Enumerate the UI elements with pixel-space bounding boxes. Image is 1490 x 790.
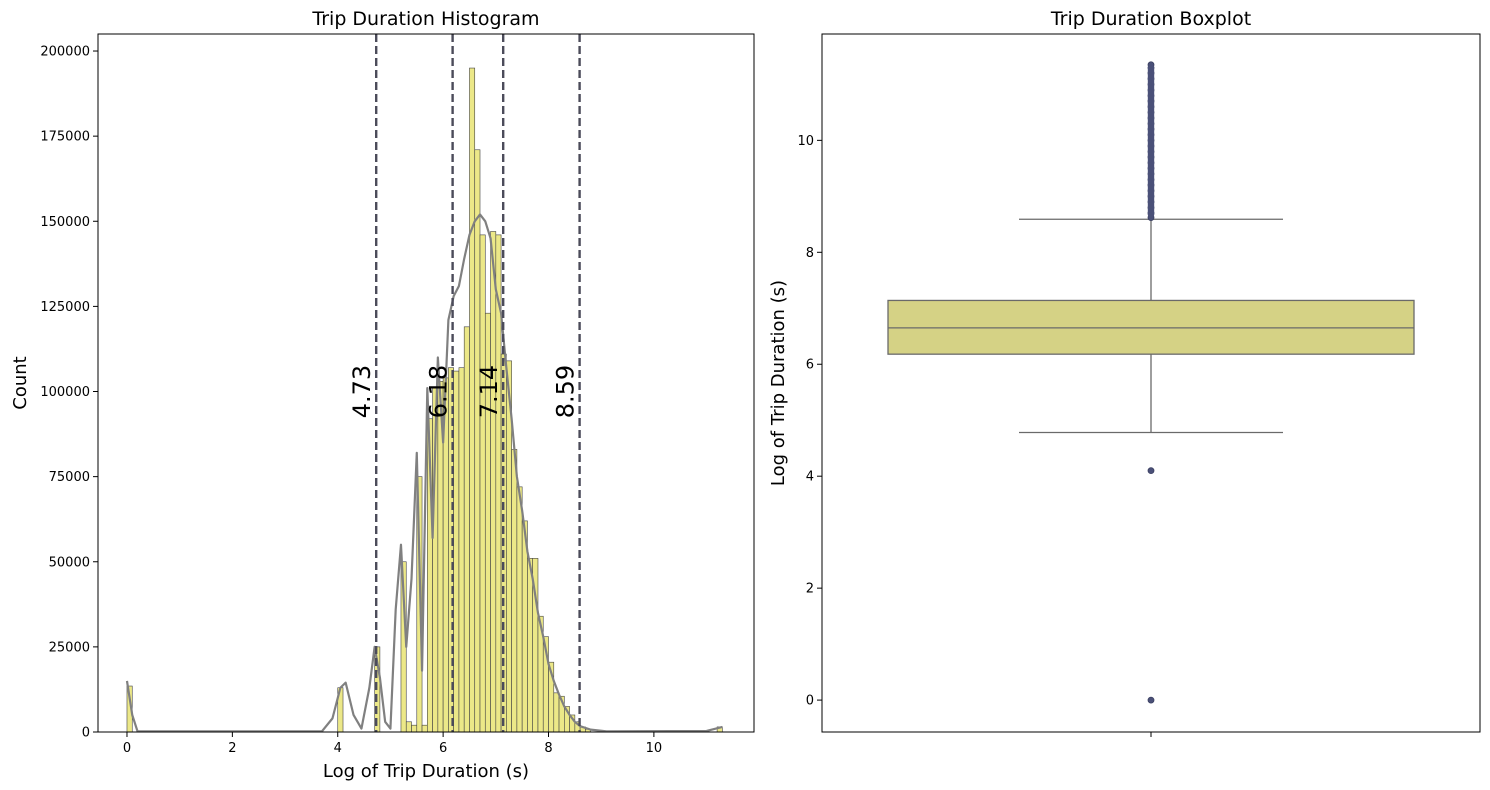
x-tick-label: 6 <box>439 741 447 756</box>
boxplot-y-label: Log of Trip Duration (s) <box>768 280 789 486</box>
y-tick-label: 10 <box>797 134 814 149</box>
histogram-frame <box>97 33 755 733</box>
histogram-bar <box>474 149 481 733</box>
y-tick-label: 175000 <box>40 130 90 145</box>
histogram-title: Trip Duration Histogram <box>311 8 539 30</box>
histogram-bar <box>490 231 497 733</box>
histogram-bar <box>511 449 518 733</box>
x-tick-label: 10 <box>646 741 663 756</box>
quantile-label: 6.18 <box>425 365 453 418</box>
histogram-bar <box>527 558 533 733</box>
y-tick-label: 75000 <box>49 470 90 485</box>
histogram-bar <box>516 486 523 733</box>
y-tick-label: 2 <box>806 582 814 597</box>
boxplot-panel: Trip Duration Boxplot 0 2 4 6 8 10 Log of Tri… <box>768 8 1481 737</box>
kde-curve <box>125 213 723 733</box>
boxplot-plot-area <box>887 61 1415 704</box>
histogram-panel: Trip Duration Histogram 4.73 6.18 7.14 8.59… <box>10 8 755 782</box>
histogram-bar <box>405 721 412 733</box>
boxplot-y-axis: 0 2 4 6 8 10 <box>797 134 822 709</box>
histogram-bar <box>421 724 428 733</box>
histogram-bar <box>411 724 418 733</box>
histogram-x-label: Log of Trip Duration (s) <box>323 761 529 782</box>
quantile-label: 8.59 <box>552 365 580 418</box>
histogram-plot-area: 4.73 6.18 7.14 8.59 <box>125 34 723 733</box>
x-tick-label: 4 <box>334 741 342 756</box>
histogram-x-axis: 0 2 4 6 8 10 <box>123 732 662 756</box>
y-tick-label: 50000 <box>49 555 90 570</box>
histogram-bar <box>458 367 465 733</box>
y-tick-label: 25000 <box>49 640 90 655</box>
quantile-label: 4.73 <box>348 365 376 418</box>
outlier-point <box>1147 696 1155 704</box>
x-tick-label: 2 <box>228 741 236 756</box>
y-tick-label: 100000 <box>40 385 90 400</box>
histogram-bar <box>453 370 460 733</box>
histogram-bar <box>469 67 476 733</box>
y-tick-label: 125000 <box>40 300 90 315</box>
y-tick-label: 0 <box>806 694 814 709</box>
histogram-bar <box>553 692 560 733</box>
y-tick-label: 8 <box>806 246 814 261</box>
quantile-label: 7.14 <box>475 365 503 418</box>
y-tick-label: 200000 <box>40 45 90 60</box>
histogram-y-label: Count <box>10 356 31 409</box>
histogram-y-axis: 0 25000 50000 75000 100000 125000 150000 175000… <box>40 45 98 741</box>
y-tick-label: 150000 <box>40 215 90 230</box>
y-tick-label: 6 <box>806 358 814 373</box>
y-tick-label: 4 <box>806 470 814 485</box>
outlier-band <box>1147 64 1155 218</box>
boxplot-title: Trip Duration Boxplot <box>1050 8 1251 30</box>
outlier-point <box>1147 467 1155 474</box>
histogram-bar <box>479 234 486 733</box>
x-tick-label: 8 <box>544 741 552 756</box>
histogram-bar <box>463 326 470 733</box>
x-tick-label: 0 <box>123 741 131 756</box>
y-tick-label: 0 <box>82 726 90 741</box>
